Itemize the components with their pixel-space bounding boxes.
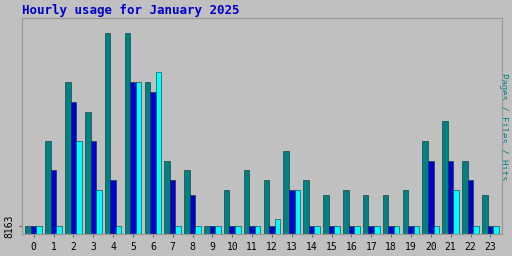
Bar — [111, 180, 116, 256]
Bar — [468, 180, 473, 256]
Bar — [96, 190, 101, 256]
Bar — [275, 219, 280, 256]
Bar — [343, 190, 349, 256]
Bar — [422, 141, 428, 256]
Bar — [314, 226, 320, 256]
Bar — [91, 141, 96, 256]
Bar — [383, 195, 388, 256]
Bar — [176, 226, 181, 256]
Bar — [303, 180, 309, 256]
Text: Hourly usage for January 2025: Hourly usage for January 2025 — [22, 4, 239, 17]
Bar — [235, 226, 241, 256]
Bar — [473, 226, 479, 256]
Bar — [244, 170, 249, 256]
Bar — [130, 82, 136, 256]
Bar — [374, 226, 379, 256]
Bar — [388, 226, 394, 256]
Bar — [482, 195, 487, 256]
Bar — [65, 82, 71, 256]
Bar — [408, 226, 414, 256]
Bar — [487, 226, 493, 256]
Bar — [26, 226, 31, 256]
Bar — [56, 226, 62, 256]
Bar — [462, 161, 468, 256]
Bar — [354, 226, 360, 256]
Bar — [184, 170, 190, 256]
Bar — [249, 226, 255, 256]
Bar — [124, 33, 130, 256]
Bar — [349, 226, 354, 256]
Bar — [31, 226, 36, 256]
Bar — [144, 82, 150, 256]
Bar — [156, 72, 161, 256]
Bar — [294, 190, 300, 256]
Bar — [369, 226, 374, 256]
Bar — [402, 190, 408, 256]
Bar — [196, 226, 201, 256]
Bar — [204, 226, 209, 256]
Bar — [170, 180, 176, 256]
Bar — [190, 195, 196, 256]
Bar — [448, 161, 454, 256]
Bar — [85, 112, 91, 256]
Bar — [309, 226, 314, 256]
Bar — [329, 226, 334, 256]
Bar — [442, 121, 448, 256]
Bar — [36, 226, 42, 256]
Bar — [493, 226, 499, 256]
Bar — [394, 226, 399, 256]
Bar — [76, 141, 82, 256]
Bar — [45, 141, 51, 256]
Bar — [105, 33, 111, 256]
Bar — [284, 151, 289, 256]
Bar — [51, 170, 56, 256]
Bar — [414, 226, 419, 256]
Bar — [224, 190, 229, 256]
Bar — [434, 226, 439, 256]
Bar — [71, 102, 76, 256]
Bar — [454, 190, 459, 256]
Bar — [264, 180, 269, 256]
Bar — [136, 82, 141, 256]
Bar — [323, 195, 329, 256]
Bar — [363, 195, 369, 256]
Bar — [428, 161, 434, 256]
Bar — [150, 92, 156, 256]
Bar — [255, 226, 261, 256]
Bar — [215, 226, 221, 256]
Bar — [229, 226, 235, 256]
Bar — [164, 161, 170, 256]
Bar — [289, 190, 294, 256]
Bar — [269, 226, 275, 256]
Bar — [334, 226, 340, 256]
Y-axis label: Pages / Files / Hits: Pages / Files / Hits — [499, 72, 508, 180]
Bar — [116, 226, 121, 256]
Bar — [209, 226, 215, 256]
